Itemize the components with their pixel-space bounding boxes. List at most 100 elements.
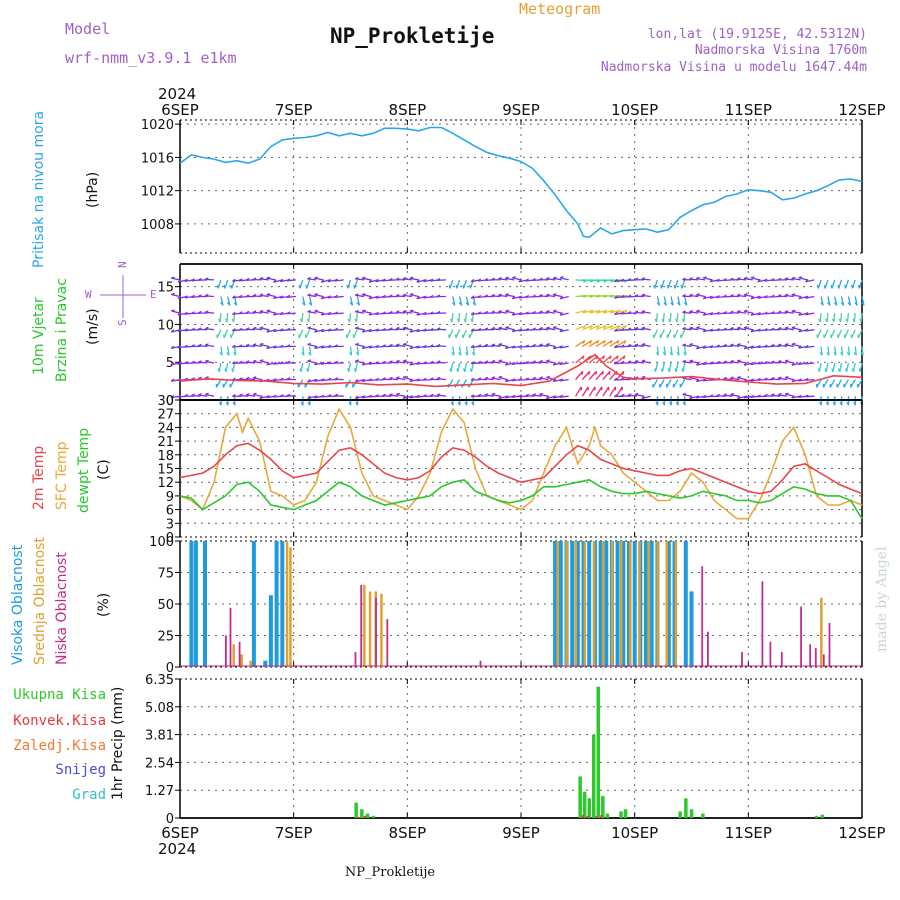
wind-arrow [498, 311, 508, 314]
high-cloud-bar [598, 541, 603, 667]
wind-arrow [784, 393, 794, 397]
wind-arrow [539, 295, 549, 298]
wind-arrow [689, 278, 699, 281]
mid-cloud-bar [380, 593, 383, 667]
wind-arrow-head [689, 395, 693, 400]
wind-arrow-head [395, 376, 400, 379]
wind-arrow [409, 277, 419, 281]
compass-w: W [85, 288, 92, 301]
wind-arrow-head [791, 326, 796, 329]
wind-arrow [805, 279, 815, 283]
wind-arrow-head [798, 328, 802, 333]
wind-arrow-head [750, 328, 754, 333]
wind-arrow-head [831, 368, 834, 373]
wind-arrow-head [382, 278, 386, 282]
wind-arrow [532, 361, 542, 364]
cloud-ytick-label: 75 [157, 567, 174, 582]
wind-arrow-head [484, 310, 489, 314]
wind-arrow-head [353, 284, 356, 289]
wind-arrow [703, 277, 713, 281]
wind-arrow-head [777, 392, 782, 396]
wind-arrow [334, 279, 344, 282]
wind-arrow-head [634, 277, 639, 281]
wind-arrow-head [545, 293, 550, 297]
wind-arrow [653, 279, 659, 289]
wind-arrow [252, 393, 262, 397]
wind-arrow-head [729, 294, 734, 297]
wind-arrow-head [170, 394, 175, 399]
wind-arrow-head [245, 343, 250, 347]
wind-arrow [348, 362, 352, 372]
wind-arrow-head [375, 394, 379, 397]
wind-arrow [826, 313, 829, 323]
wind-arrow-head [655, 401, 659, 406]
wind-arrow [595, 370, 604, 381]
wind-arrow-head [553, 309, 557, 312]
wind-arrow-head [177, 378, 182, 382]
wind-arrow [353, 329, 358, 339]
wind-arrow-head [259, 293, 264, 296]
wind-arrow [588, 324, 600, 331]
wind-arrow-head [205, 376, 209, 379]
wind-arrow-head [791, 395, 795, 399]
wind-arrow-head [449, 368, 452, 372]
wind-arrow-head [559, 394, 564, 398]
wind-arrow [659, 379, 665, 388]
wind-arrow-head [552, 362, 557, 366]
temp-ytick-label: 6 [166, 504, 174, 519]
wind-arrow [246, 361, 256, 364]
wind-arrow-head [266, 394, 270, 399]
wind-arrow [682, 344, 692, 348]
wind-arrow [730, 344, 740, 348]
wind-arrow-head [613, 361, 618, 365]
wind-arrow-head [409, 329, 413, 333]
wind-arrow [457, 362, 461, 372]
wind-arrow [743, 310, 754, 314]
wind-arrow-head [355, 309, 359, 313]
wind-arrow-head [252, 359, 257, 363]
wind-arrow-head [416, 345, 420, 349]
wind-arrow-head [382, 377, 386, 380]
wind-arrow-head [232, 328, 236, 332]
wind-arrow [347, 279, 352, 289]
wind-arrow-head [245, 327, 250, 330]
wind-arrow [602, 386, 610, 397]
wind-arrow [672, 379, 679, 388]
wind-arrow-head [177, 345, 182, 349]
wind-arrow [791, 310, 801, 314]
mid-cloud-label: Srednja Oblacnost [32, 537, 48, 665]
wind-arrow-head [307, 326, 312, 329]
wind-arrow-head [198, 360, 202, 363]
wind-arrow-head [491, 277, 495, 281]
total-precip-bar [689, 809, 694, 818]
wind-arrow [559, 395, 569, 398]
high-cloud-bar [203, 541, 207, 667]
wind-arrow [850, 329, 856, 339]
wind-arrow-head [791, 276, 796, 280]
low-cloud-bar [809, 644, 812, 667]
wind-arrow-head [298, 284, 301, 289]
wind-arrow [641, 311, 651, 314]
wind-arrow [436, 345, 447, 348]
wind-arrow [464, 313, 468, 323]
wind-speed-line [179, 353, 863, 388]
wind-arrow [436, 378, 447, 381]
wind-arrow-head [402, 309, 407, 313]
wind-arrow-head [252, 343, 257, 346]
wind-arrow [226, 313, 229, 323]
wind-arrow-head [416, 328, 420, 332]
wind-arrow [205, 311, 215, 314]
wind-arrow-head [484, 393, 489, 396]
wind-arrow-head [204, 293, 209, 297]
wind-arrow-head [436, 376, 441, 380]
wind-arrow [314, 293, 324, 298]
wind-arrow [505, 294, 515, 298]
wind-arrow-head [784, 293, 789, 297]
wind-arrow-head [689, 359, 694, 362]
wind-arrow [840, 296, 845, 306]
wind-arrow-head [375, 278, 379, 283]
time-axis-bottom: 6SEP 7SEP 8SEP 9SEP 10SEP 11SEP 12SEP [161, 824, 885, 842]
mid-cloud-bar [368, 591, 372, 667]
wind-arrow-head [627, 294, 632, 298]
wind-arrow [676, 313, 679, 323]
